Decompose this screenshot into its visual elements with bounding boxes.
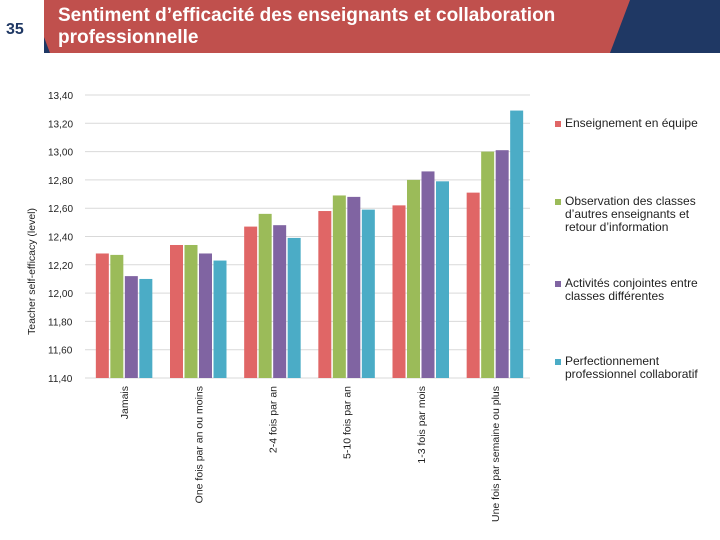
x-category-label: Une fois par semaine ou plus <box>490 386 502 522</box>
bar-4 <box>361 209 375 378</box>
x-category-label: 1-3 fois par mois <box>416 386 428 464</box>
x-category-label: One fois par an ou moins <box>193 386 205 503</box>
bar-1 <box>244 226 258 378</box>
legend-label: Observation des classes d’autres enseign… <box>565 194 696 234</box>
legend-label: Perfectionnement professionnel collabora… <box>565 354 698 381</box>
y-tick-label: 13,20 <box>48 119 73 130</box>
header-accent <box>30 0 630 53</box>
bar-3 <box>273 225 287 378</box>
y-tick-label: 11,40 <box>48 374 73 385</box>
bar-1 <box>170 244 183 378</box>
bar-3 <box>347 196 361 378</box>
y-tick-label: 13,40 <box>48 91 73 102</box>
x-category-label: 5-10 fois par an <box>342 386 354 459</box>
legend-label: Enseignement en équipe <box>565 116 698 130</box>
page-title: Sentiment d’efficacité des enseignants e… <box>58 5 556 48</box>
x-category-label: Jamais <box>119 386 131 419</box>
bar-4 <box>510 110 524 378</box>
legend-swatch <box>555 121 561 127</box>
bar-2 <box>481 151 495 378</box>
bar-3 <box>495 150 509 378</box>
bar-3 <box>421 171 435 378</box>
slide-number: 35 <box>6 21 24 38</box>
y-tick-label: 12,20 <box>48 261 73 272</box>
bar-4 <box>139 278 153 378</box>
y-tick-label: 11,80 <box>48 317 73 328</box>
y-tick-label: 12,00 <box>48 289 73 300</box>
legend-swatch <box>555 199 561 205</box>
bar-4 <box>287 237 301 378</box>
bar-1 <box>95 253 109 378</box>
bar-2 <box>184 244 198 378</box>
y-tick-label: 12,60 <box>48 204 73 215</box>
bar-1 <box>466 192 480 378</box>
bar-1 <box>318 211 332 378</box>
y-tick-label: 13,00 <box>48 148 73 159</box>
bar-2 <box>110 254 124 378</box>
bar-2 <box>332 195 346 378</box>
bar-2 <box>258 213 272 378</box>
y-tick-label: 11,60 <box>48 346 73 357</box>
legend-swatch <box>555 359 561 365</box>
y-tick-label: 12,80 <box>48 176 73 187</box>
slide-number-bg <box>0 0 44 53</box>
y-tick-label: 12,40 <box>48 233 73 244</box>
legend-swatch <box>555 281 561 287</box>
bar-1 <box>392 205 406 378</box>
x-category-label: 2-4 fois par an <box>267 386 279 453</box>
y-axis-title: Teacher self-efficacy (level) <box>26 208 38 335</box>
bar-2 <box>407 179 420 378</box>
legend-label: Activités conjointes entre classes diffé… <box>565 276 698 303</box>
bar-3 <box>124 276 138 378</box>
bar-3 <box>199 253 212 378</box>
bar-4 <box>436 181 449 378</box>
bar-chart: 11,40 11,60 11,80 12,00 12,20 12,40 12,60 12,80… <box>26 91 530 522</box>
bar-4 <box>213 260 227 378</box>
